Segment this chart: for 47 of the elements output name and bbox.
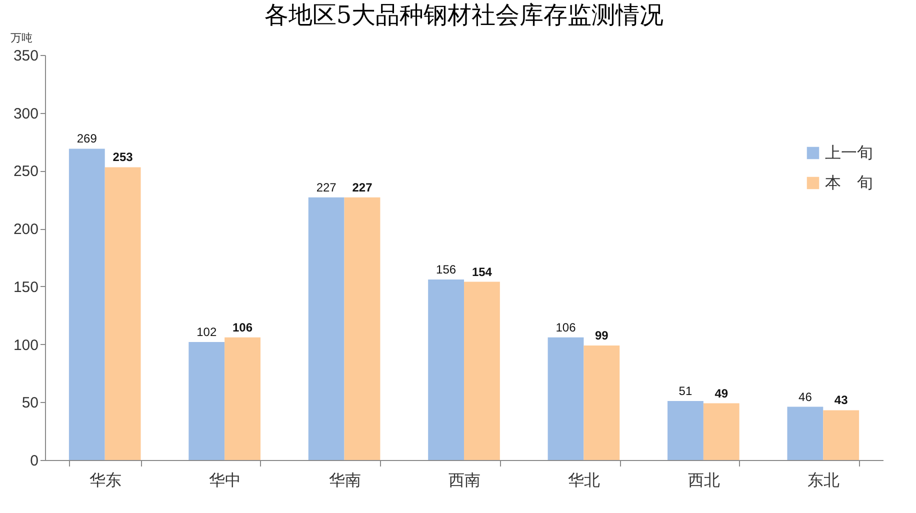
bar — [104, 167, 141, 460]
data-label: 102 — [196, 324, 217, 339]
bar — [668, 400, 704, 460]
y-tick-label: 150 — [13, 278, 38, 296]
bar — [823, 410, 860, 460]
bar — [584, 345, 620, 460]
bar — [787, 406, 824, 460]
y-tick-label: 350 — [13, 48, 38, 64]
data-label: 227 — [352, 180, 373, 194]
data-label: 106 — [556, 320, 576, 334]
y-axis-title: 万吨 — [10, 32, 32, 44]
x-tick-label: 华南 — [328, 470, 361, 490]
data-label: 51 — [678, 384, 692, 398]
data-label: 106 — [232, 320, 253, 334]
data-label: 154 — [472, 264, 492, 279]
bar — [68, 148, 105, 460]
x-tick-label: 东北 — [808, 470, 840, 490]
bar — [464, 282, 500, 460]
y-tick-label: 300 — [13, 105, 38, 122]
data-label: 49 — [714, 386, 728, 400]
data-label: 43 — [834, 393, 848, 408]
y-tick-label: 200 — [13, 221, 38, 238]
x-tick-label: 华东 — [89, 470, 122, 490]
bar — [188, 342, 225, 460]
data-label: 156 — [436, 262, 456, 276]
x-tick-label: 华北 — [568, 470, 600, 490]
data-label: 253 — [112, 150, 134, 164]
x-tick-label: 西北 — [688, 470, 720, 490]
chart-title: 各地区5大品种钢材社会库存监测情况 — [264, 1, 664, 29]
y-tick-label: 100 — [13, 336, 38, 354]
x-tick-label: 华中 — [209, 470, 242, 490]
data-label: 269 — [76, 132, 98, 146]
y-tick-label: 250 — [13, 163, 38, 180]
x-tick-label: 西南 — [448, 470, 480, 490]
data-label: 46 — [798, 390, 812, 404]
data-label: 227 — [316, 180, 337, 194]
data-label: 99 — [594, 328, 609, 342]
bar — [344, 197, 380, 460]
bar — [308, 197, 344, 460]
bar — [428, 279, 464, 460]
legend-label: 本 旬 — [825, 173, 873, 192]
bar — [224, 337, 260, 460]
y-tick-label: 50 — [22, 394, 38, 412]
bar — [548, 337, 584, 460]
legend-label: 上一旬 — [825, 143, 873, 162]
bar — [703, 403, 740, 460]
y-tick-label: 0 — [30, 452, 38, 470]
